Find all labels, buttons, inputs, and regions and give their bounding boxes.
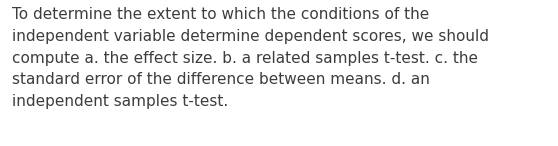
Text: To determine the extent to which the conditions of the
independent variable dete: To determine the extent to which the con…	[12, 7, 489, 109]
